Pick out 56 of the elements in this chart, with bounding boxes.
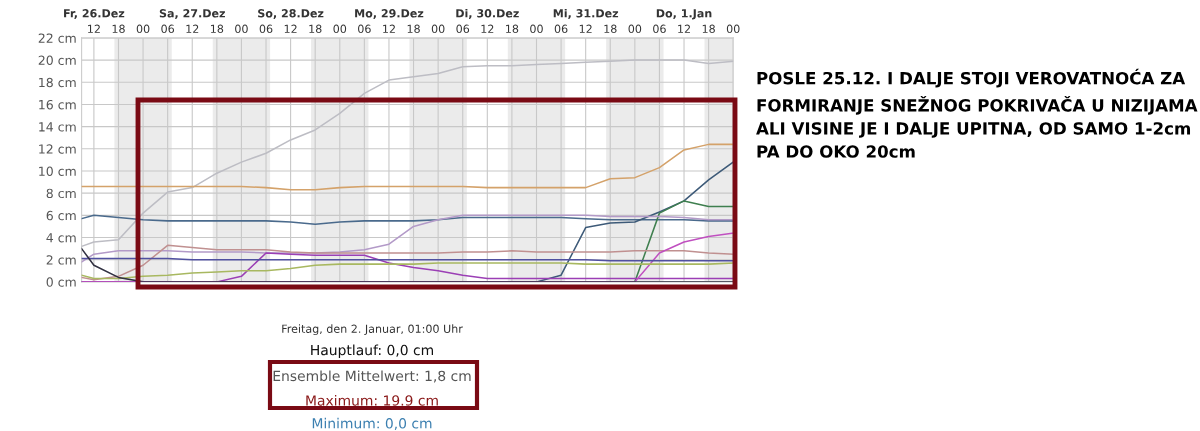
- text: Di, 30.Dez: [456, 8, 519, 19]
- x-tick-label: 06: [358, 24, 371, 33]
- x-tick-label: 00: [235, 24, 248, 33]
- x-tick-label: 06: [653, 24, 666, 33]
- y-tick-label: 8 cm: [46, 188, 76, 199]
- x-tick-label: 18: [112, 24, 125, 33]
- line-series: [81, 214, 734, 263]
- x-tick-label: 12: [88, 24, 100, 33]
- text: So, 28.Dez: [258, 9, 324, 19]
- text: Ensemble Mittelwert: 1,8 cm: [273, 370, 471, 383]
- x-tick-label: 18: [407, 24, 420, 33]
- y-tick-label: 6 cm: [46, 210, 76, 221]
- x-tick-label: 06: [456, 24, 470, 33]
- x-tick-label: 06: [259, 24, 273, 33]
- text: POSLE 25.12. I DALJE STOJI VEROVATNOĆA ZA FORMIRANJE SNEŽNOG POKRIVAČA U NIZIJAMA ALI VISINE JE I DALJE UPITNA, OD SAMO 1-2cm PA DO OKO 20cm: [756, 68, 1198, 158]
- y-tick-label: 10 cm: [39, 166, 76, 176]
- y-tick-label: 16 cm: [39, 99, 76, 110]
- y-tick-label: 0 cm: [46, 277, 76, 287]
- x-tick-label: 00: [333, 24, 347, 33]
- x-tick-label: 18: [210, 24, 224, 33]
- text: Hauptlauf: 0,0 cm: [311, 344, 433, 358]
- line-series: [634, 200, 734, 282]
- text: Freitag, den 2. Januar, 01:00 Uhr: [282, 324, 463, 336]
- y-tick-label: 2 cm: [46, 255, 76, 265]
- x-tick-label: 00: [136, 24, 150, 33]
- x-tick-label: 06: [161, 24, 175, 33]
- x-tick-label: 12: [284, 24, 297, 33]
- text: Fr, 26.Dez: [64, 9, 125, 19]
- y-tick-label: 20 cm: [38, 55, 76, 66]
- y-tick-label: 4 cm: [46, 233, 76, 243]
- x-tick-label: 12: [579, 24, 592, 33]
- x-tick-label: 12: [481, 24, 494, 33]
- x-tick-label: 00: [530, 24, 543, 33]
- line-series: [81, 143, 734, 191]
- text: Minimum: 0,0 cm: [312, 417, 432, 430]
- y-tick-label: 22 cm: [38, 33, 76, 43]
- x-tick-label: 06: [554, 24, 568, 33]
- x-tick-label: 12: [186, 24, 199, 33]
- x-tick-label: 00: [431, 24, 445, 33]
- x-tick-label: 18: [604, 24, 617, 33]
- y-tick-label: 14 cm: [39, 122, 76, 132]
- x-tick-label: 18: [309, 24, 322, 33]
- x-tick-label: 18: [506, 24, 519, 33]
- y-tick-label: 12 cm: [39, 144, 76, 154]
- x-tick-label: 18: [702, 24, 715, 33]
- x-tick-label: 00: [628, 24, 642, 33]
- x-tick-label: 00: [726, 24, 740, 33]
- text: Sa, 27.Dez: [159, 9, 225, 19]
- y-tick-label: 18 cm: [39, 77, 76, 88]
- text: Mi, 31.Dez: [553, 8, 619, 19]
- line-series: [81, 214, 734, 225]
- x-tick-label: 12: [383, 24, 395, 33]
- text: Maximum: 19.9 cm: [306, 394, 438, 406]
- text: Mo, 29.Dez: [355, 9, 424, 19]
- x-tick-label: 12: [678, 24, 690, 33]
- text: Do, 1.Jan: [656, 9, 712, 20]
